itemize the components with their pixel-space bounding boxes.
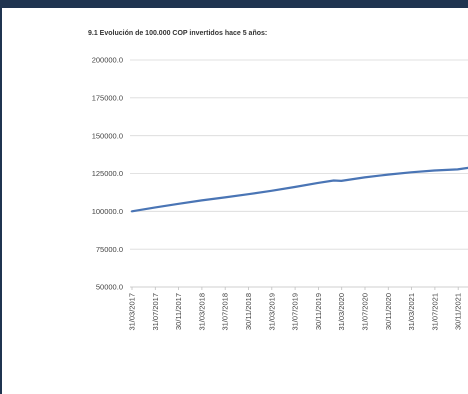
y-tick-label: 175000.0 <box>92 93 123 102</box>
series-layer <box>130 166 468 213</box>
y-tick-label: 50000.0 <box>96 283 123 292</box>
x-tick-label: 31/07/2020 <box>361 293 370 331</box>
x-tick-label: 31/07/2021 <box>430 293 439 331</box>
x-tick-label: 31/03/2019 <box>267 293 276 331</box>
x-tick-label: 31/03/2017 <box>128 293 137 331</box>
x-tick-label: 31/07/2019 <box>291 293 300 331</box>
x-tick-label: 31/03/2020 <box>337 293 346 331</box>
y-tick-label: 100000.0 <box>92 207 123 216</box>
window-top-bar <box>0 0 468 8</box>
series-line <box>130 166 468 213</box>
x-axis-ticks: 31/03/2017 31/07/2017 30/11/2017 31/03/2018… <box>128 287 463 331</box>
y-tick-label: 150000.0 <box>92 131 123 140</box>
chart-title: 9.1 Evolución de 100.000 COP invertidos … <box>88 30 268 37</box>
y-tick-label: 200000.0 <box>92 56 123 65</box>
x-tick-label: 30/11/2020 <box>384 293 393 330</box>
x-tick-label: 30/11/2018 <box>244 293 253 330</box>
y-tick-label: 75000.0 <box>96 245 123 254</box>
y-axis-ticks: 200000.0 175000.0 150000.0 125000.0 100000.0… <box>92 56 123 292</box>
y-tick-label: 125000.0 <box>92 169 123 178</box>
x-tick-label: 30/11/2021 <box>454 293 463 330</box>
x-tick-label: 30/11/2019 <box>314 293 323 330</box>
x-tick-label: 31/03/2018 <box>197 293 206 331</box>
x-tick-label: 31/07/2018 <box>221 293 230 331</box>
window-left-border <box>0 8 2 394</box>
x-tick-label: 31/03/2021 <box>407 293 416 331</box>
x-tick-label: 30/11/2017 <box>174 293 183 330</box>
x-tick-label: 31/07/2017 <box>151 293 160 331</box>
grid-lines <box>130 59 468 250</box>
